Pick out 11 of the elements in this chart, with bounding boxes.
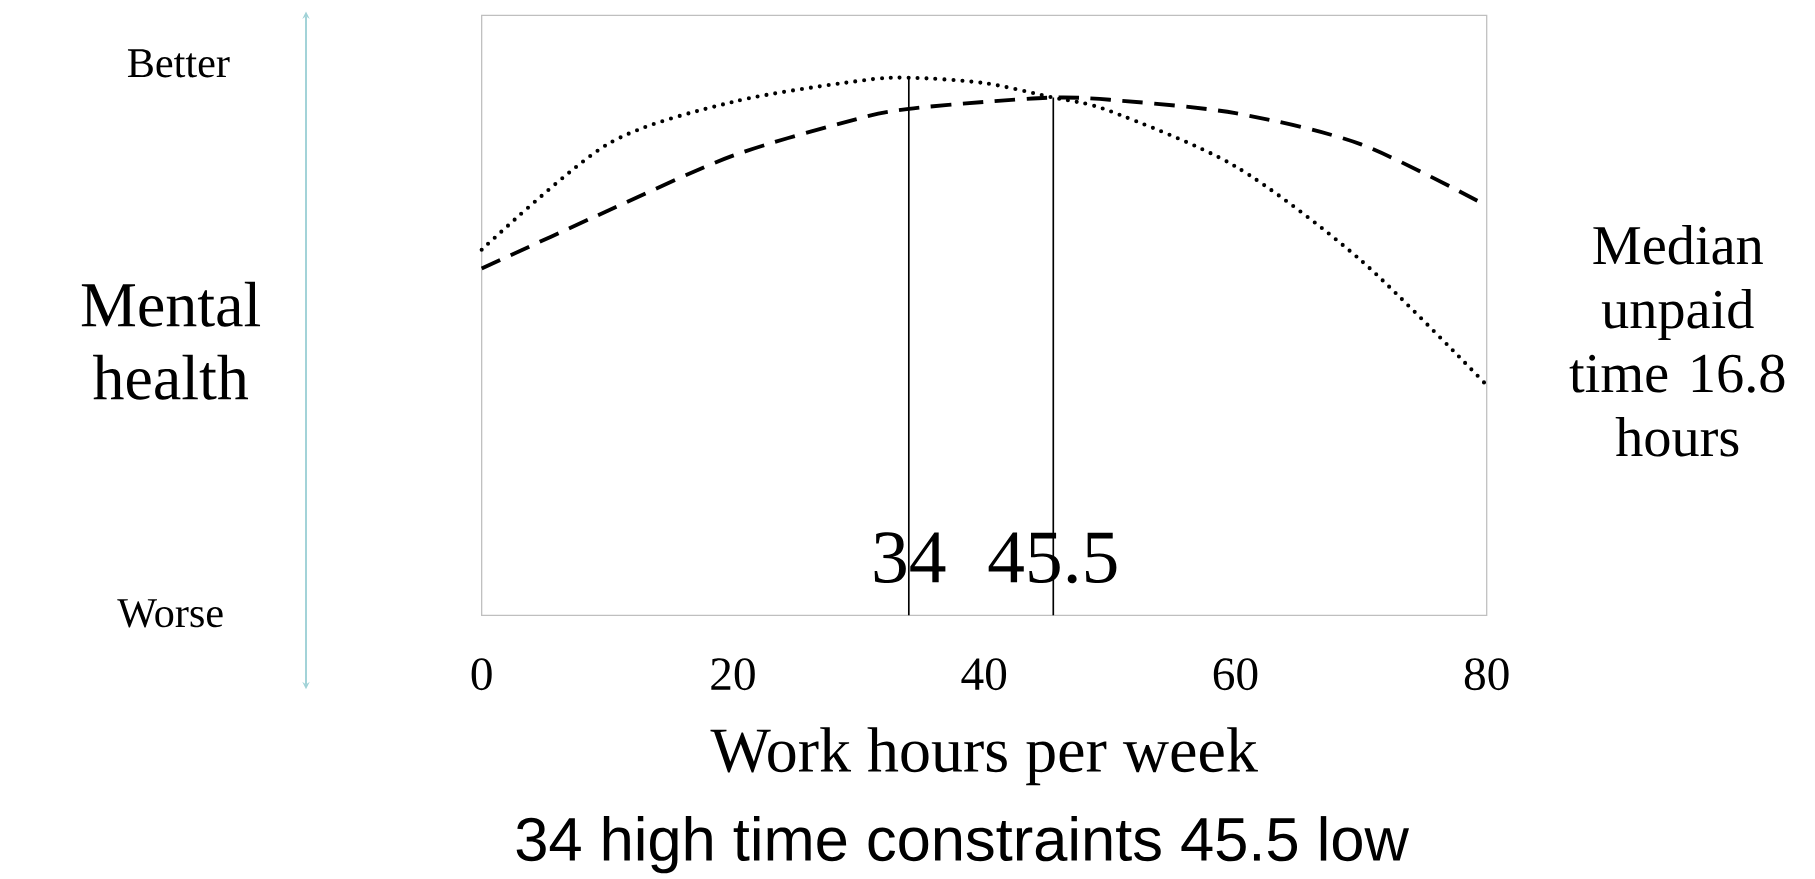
y-axis-title: Mental health (81, 281, 261, 400)
x-tick-label: 20 (711, 658, 755, 691)
text: Better (127, 49, 230, 78)
x-axis-title: Work hours per week (710, 726, 1258, 786)
x-tick-label: 80 (1464, 658, 1509, 691)
x-tick-label: 40 (961, 658, 1007, 691)
text: Worse (117, 599, 223, 628)
x-tick-label: 60 (1213, 658, 1258, 691)
x-tick-label: 0 (471, 658, 492, 691)
text: 34 high time constraints 45.5 low (516, 815, 1409, 874)
text: Median unpaid time 16.8 hours (1569, 224, 1785, 457)
